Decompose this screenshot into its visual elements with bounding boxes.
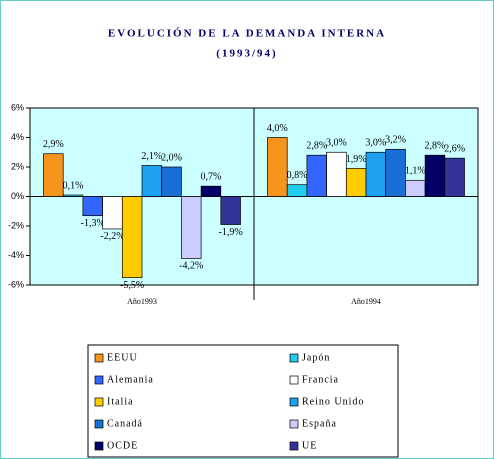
bar bbox=[405, 179, 426, 197]
bar bbox=[43, 153, 64, 197]
y-tick-label: 2% bbox=[11, 161, 24, 171]
bar bbox=[141, 165, 163, 197]
bar bbox=[161, 166, 182, 197]
bar bbox=[181, 196, 202, 259]
legend-label: Japón bbox=[302, 352, 330, 363]
legend-swatch bbox=[94, 419, 104, 429]
data-label: -1,3% bbox=[81, 218, 105, 229]
data-label: 2,0% bbox=[161, 152, 182, 163]
bar bbox=[102, 196, 123, 230]
data-label: 2,8% bbox=[425, 140, 446, 151]
bar bbox=[306, 154, 327, 197]
data-label: 3,2% bbox=[385, 135, 406, 146]
bar bbox=[365, 151, 387, 197]
y-tick-label: -4% bbox=[8, 250, 24, 260]
data-label: 0,7% bbox=[201, 171, 222, 182]
legend-label: Reino Unido bbox=[302, 396, 364, 407]
data-label: 0,1% bbox=[63, 180, 84, 191]
y-tick-label: 6% bbox=[11, 102, 24, 112]
data-label: 3,0% bbox=[365, 138, 386, 149]
bar bbox=[82, 196, 103, 217]
bar bbox=[286, 184, 308, 197]
legend-swatch bbox=[94, 375, 104, 385]
data-label: -4,2% bbox=[179, 261, 203, 272]
data-label: -2,2% bbox=[100, 231, 124, 242]
bar bbox=[62, 194, 84, 197]
legend-swatch bbox=[289, 419, 299, 429]
data-label: 2,6% bbox=[444, 143, 465, 154]
data-label: 1,1% bbox=[405, 166, 426, 177]
data-label: 4,0% bbox=[267, 123, 288, 134]
legend-label: EEUU bbox=[107, 352, 138, 363]
legend bbox=[87, 344, 399, 458]
y-tick-label: -6% bbox=[8, 279, 24, 289]
data-label: 2,9% bbox=[43, 139, 64, 150]
data-label: 2,1% bbox=[141, 151, 162, 162]
legend-swatch bbox=[289, 353, 299, 363]
legend-label: Francia bbox=[302, 374, 339, 385]
bar bbox=[326, 151, 347, 197]
legend-swatch bbox=[94, 441, 104, 451]
legend-label: Italia bbox=[107, 396, 134, 407]
legend-label: OCDE bbox=[107, 440, 138, 451]
legend-swatch bbox=[289, 397, 299, 407]
bar bbox=[220, 196, 241, 225]
data-label: -1,9% bbox=[219, 227, 243, 238]
data-label: 3,0% bbox=[326, 138, 347, 149]
data-label: 1,9% bbox=[346, 154, 367, 165]
bar bbox=[424, 154, 446, 197]
legend-label: España bbox=[302, 418, 337, 429]
legend-label: UE bbox=[302, 440, 317, 451]
bar bbox=[121, 196, 143, 278]
bar bbox=[267, 137, 288, 197]
y-tick-label: 0% bbox=[11, 191, 24, 201]
bar bbox=[200, 185, 222, 197]
legend-swatch bbox=[94, 353, 104, 363]
bar bbox=[385, 148, 406, 197]
legend-swatch bbox=[289, 375, 299, 385]
legend-swatch bbox=[289, 441, 299, 451]
x-tick-label: Año1994 bbox=[351, 297, 381, 306]
chart-subtitle: (1993/94) bbox=[216, 48, 277, 60]
y-tick-label: 4% bbox=[11, 132, 24, 142]
legend-swatch bbox=[94, 397, 104, 407]
data-label: 0,8% bbox=[287, 170, 308, 181]
x-tick-label: Año1993 bbox=[127, 297, 157, 306]
legend-label: Canadá bbox=[107, 418, 143, 429]
data-label: 2,8% bbox=[306, 140, 327, 151]
legend-label: Alemania bbox=[107, 374, 154, 385]
y-tick-label: -2% bbox=[8, 220, 24, 230]
chart-title: EVOLUCIÓN DE LA DEMANDA INTERNA bbox=[108, 28, 386, 40]
data-label: -5,5% bbox=[120, 280, 144, 291]
bar bbox=[444, 157, 465, 197]
bar bbox=[345, 168, 367, 197]
